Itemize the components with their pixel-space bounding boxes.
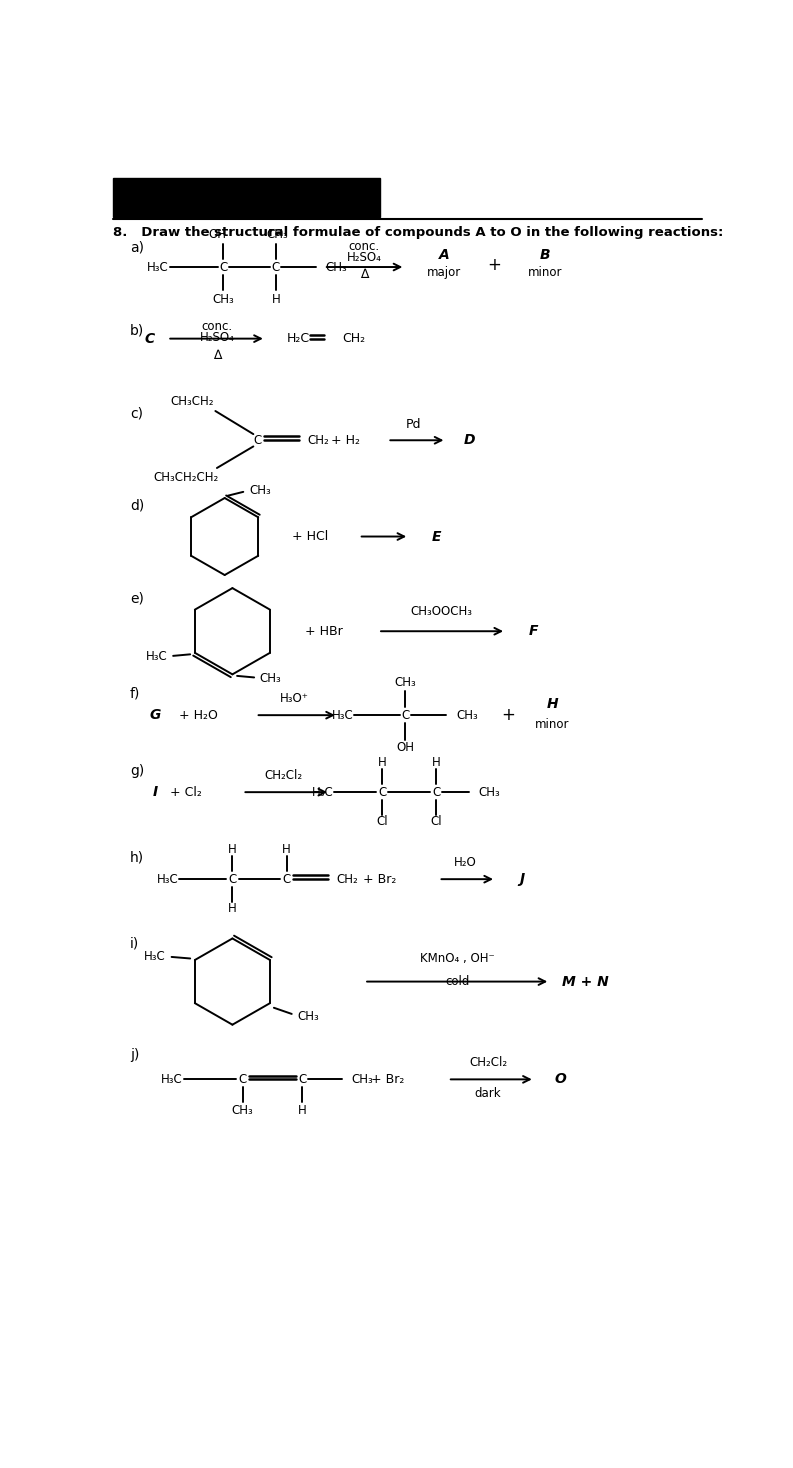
Text: j): j) [130, 1048, 140, 1061]
Text: G: G [149, 708, 161, 722]
Text: H: H [228, 901, 237, 915]
Text: CH₃: CH₃ [213, 292, 234, 305]
Text: H₃C: H₃C [144, 950, 166, 963]
Text: J: J [519, 872, 524, 887]
Text: C: C [378, 785, 386, 799]
Text: a): a) [130, 241, 144, 255]
Text: C: C [282, 872, 291, 885]
Text: H: H [546, 697, 558, 711]
Text: I: I [152, 785, 158, 799]
Text: +: + [501, 706, 515, 724]
Text: CH₃: CH₃ [394, 677, 416, 690]
Text: CH₃: CH₃ [478, 785, 500, 799]
Text: C: C [401, 709, 409, 722]
Text: ∆: ∆ [213, 349, 221, 363]
Text: + Br₂: + Br₂ [371, 1073, 404, 1086]
Text: CH₂: CH₂ [343, 332, 366, 345]
Text: CHAPTER 6: CHAPTER 6 [121, 181, 221, 197]
Text: OH: OH [209, 228, 227, 241]
Text: CH₃: CH₃ [266, 228, 288, 241]
Text: CH₂: CH₂ [336, 872, 358, 885]
Text: + HCl: + HCl [292, 530, 328, 543]
Text: Pd: Pd [405, 418, 421, 432]
Text: CH₃CH₂: CH₃CH₂ [170, 395, 214, 408]
Text: + Cl₂: + Cl₂ [170, 785, 202, 799]
Text: + HBr: + HBr [305, 625, 343, 637]
Text: CH₃: CH₃ [325, 260, 347, 273]
Text: H₂O: H₂O [454, 856, 477, 869]
Text: c): c) [130, 407, 143, 420]
Text: CH₃: CH₃ [352, 1073, 374, 1086]
Text: + H₂O: + H₂O [179, 709, 218, 722]
Text: H₃O⁺: H₃O⁺ [280, 691, 308, 705]
Text: H₂SO₄: H₂SO₄ [347, 251, 381, 264]
Text: H: H [271, 292, 280, 305]
Text: H: H [432, 756, 441, 769]
Text: H: H [282, 844, 291, 856]
Text: major: major [427, 266, 461, 279]
Text: H₃C: H₃C [146, 650, 167, 664]
Text: + Br₂: + Br₂ [363, 872, 396, 885]
Text: CH₃OOCH₃: CH₃OOCH₃ [411, 605, 473, 618]
Text: conc.: conc. [349, 239, 380, 252]
Text: A: A [439, 248, 450, 263]
Text: H₃C: H₃C [161, 1073, 183, 1086]
Text: H₂SO₄: H₂SO₄ [200, 330, 235, 344]
Text: H₂C: H₂C [287, 332, 310, 345]
Text: D: D [464, 433, 475, 448]
Text: b): b) [130, 324, 144, 338]
Text: +: + [488, 255, 501, 273]
Text: ALKENES: ALKENES [121, 200, 202, 216]
Text: CH₃: CH₃ [232, 1104, 254, 1117]
Text: 8.   Draw the structural formulae of compounds A to O in the following reactions: 8. Draw the structural formulae of compo… [113, 226, 723, 239]
Text: C: C [298, 1073, 306, 1086]
Text: minor: minor [527, 266, 562, 279]
Text: cold: cold [445, 975, 469, 988]
Text: d): d) [130, 499, 144, 512]
Text: + H₂: + H₂ [331, 433, 360, 446]
Text: CH₂Cl₂: CH₂Cl₂ [469, 1055, 508, 1069]
Text: CH₂Cl₂: CH₂Cl₂ [265, 769, 303, 782]
Text: H: H [377, 756, 386, 769]
Text: ∆: ∆ [360, 269, 369, 282]
Text: i): i) [130, 937, 140, 950]
Text: C: C [219, 260, 228, 273]
Text: CH₃: CH₃ [250, 484, 271, 496]
Text: CH₃CH₂CH₂: CH₃CH₂CH₂ [153, 471, 219, 484]
Text: CH₃: CH₃ [457, 709, 478, 722]
Text: H₃C: H₃C [331, 709, 354, 722]
Text: C: C [228, 872, 236, 885]
Text: conc.: conc. [201, 320, 232, 333]
Text: O: O [554, 1072, 566, 1086]
Text: M + N: M + N [562, 975, 609, 988]
Text: C: C [239, 1073, 247, 1086]
Text: CH₂: CH₂ [308, 433, 329, 446]
Text: C: C [272, 260, 280, 273]
Text: H: H [228, 844, 237, 856]
Text: OH: OH [396, 741, 414, 755]
Text: E: E [431, 530, 441, 543]
Text: CH₃: CH₃ [297, 1010, 319, 1023]
Text: Cl: Cl [376, 815, 388, 828]
Text: f): f) [130, 687, 140, 700]
Text: H₃C: H₃C [312, 785, 333, 799]
Text: H₃C: H₃C [147, 260, 169, 273]
Text: KMnO₄ , OH⁻: KMnO₄ , OH⁻ [419, 951, 495, 964]
Text: Cl: Cl [431, 815, 442, 828]
Text: dark: dark [475, 1086, 501, 1100]
Text: H₃C: H₃C [156, 872, 178, 885]
Text: C: C [254, 433, 262, 446]
Text: C: C [432, 785, 440, 799]
Text: h): h) [130, 850, 144, 865]
Text: g): g) [130, 763, 144, 778]
Text: H: H [298, 1104, 307, 1117]
Text: F: F [528, 624, 538, 639]
Text: B: B [539, 248, 550, 263]
Text: C: C [144, 332, 155, 345]
Text: e): e) [130, 592, 144, 605]
Text: minor: minor [535, 718, 569, 731]
Text: CH₃: CH₃ [259, 672, 282, 684]
Bar [113, 179, 381, 217]
